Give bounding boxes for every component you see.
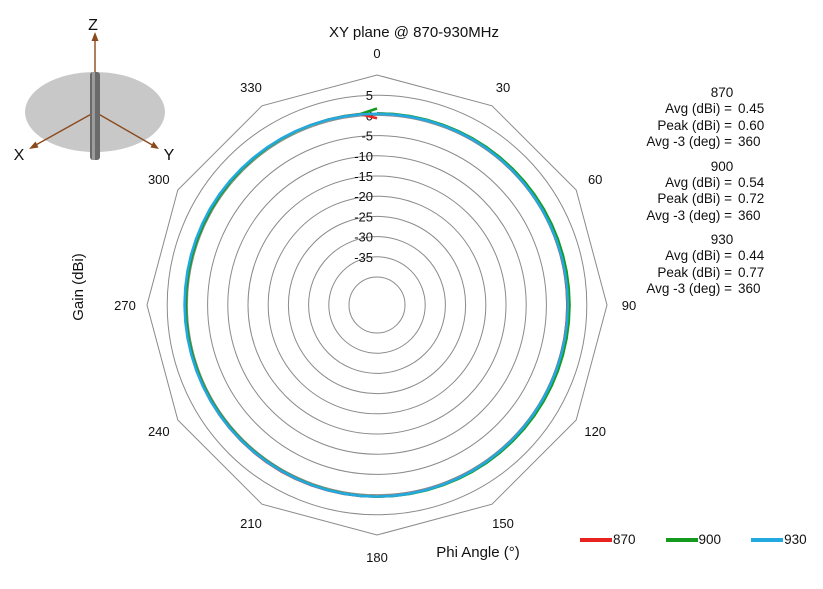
- radial-tick-label: -30: [354, 230, 373, 245]
- antenna-orientation-icon: Z X Y: [14, 17, 175, 164]
- legend-item-900: 900: [665, 532, 722, 547]
- radial-tick-label: -35: [354, 250, 373, 265]
- stat-label: Peak (dBi) =: [657, 117, 732, 133]
- stat-label: Peak (dBi) =: [657, 191, 732, 206]
- antenna-highlight: [92, 72, 95, 160]
- y-axis-title: Gain (dBi): [70, 253, 87, 321]
- stats-panel: 870 Avg (dBi) = 0.45 Peak (dBi) = 0.60 Avg…: [632, 84, 772, 305]
- angle-tick-label: 120: [584, 424, 606, 439]
- angle-tick-label: 150: [492, 516, 514, 531]
- x-axis-title: Phi Angle (°): [436, 544, 520, 561]
- stat-value: 0.60: [738, 117, 765, 133]
- angle-tick-label: 30: [496, 80, 510, 95]
- stats-row: Peak (dBi) = 0.60: [632, 118, 772, 135]
- stat-value: 0.72: [738, 191, 765, 206]
- radial-tick-label: -25: [354, 209, 373, 224]
- grid-ring: [328, 256, 426, 354]
- chart-legend: 870 900 930: [580, 532, 823, 547]
- angle-tick-label: 300: [148, 172, 170, 187]
- angle-tick-label: 270: [114, 298, 136, 313]
- stat-label: Avg (dBi) =: [665, 174, 732, 190]
- series-line-930: [183, 112, 570, 498]
- grid-ring: [308, 236, 446, 374]
- legend-label: 870: [613, 532, 636, 547]
- stat-value: 360: [738, 134, 761, 149]
- stats-row: Avg -3 (deg) = 360: [632, 134, 772, 151]
- stats-row: Avg -3 (deg) = 360: [632, 281, 772, 298]
- legend-item-930: 930: [751, 532, 807, 547]
- z-axis-arrowhead: [91, 32, 99, 41]
- x-axis-line: [33, 111, 96, 147]
- stat-value: 0.77: [738, 264, 765, 280]
- y-axis-arrowhead: [150, 141, 159, 149]
- radial-tick-label: -15: [354, 169, 373, 184]
- grid-ring: [348, 276, 406, 334]
- angle-tick-label: 330: [240, 80, 262, 95]
- angle-tick-labels: 0 30 60 90 120 150 180 210 240 270 300 330: [114, 46, 636, 565]
- legend-swatch: [665, 537, 698, 542]
- angle-tick-label: 0: [373, 46, 380, 61]
- radial-tick-label: 5: [366, 88, 373, 103]
- grid-ring: [166, 94, 588, 516]
- stats-frequency: 870: [710, 85, 734, 100]
- stat-value: 0.54: [738, 174, 765, 190]
- stats-row: Peak (dBi) = 0.77: [632, 265, 772, 282]
- angle-tick-label: 60: [588, 172, 602, 187]
- grid-ring: [287, 215, 467, 395]
- legend-item-870: 870: [580, 532, 636, 547]
- angle-tick-label: 90: [622, 298, 636, 313]
- stats-frequency: 930: [710, 232, 734, 247]
- stat-label: Avg (dBi) =: [665, 101, 732, 116]
- stat-value: 360: [738, 281, 761, 296]
- stat-label: Avg -3 (deg) =: [646, 134, 732, 149]
- stats-frequency: 900: [710, 158, 734, 174]
- stat-label: Peak (dBi) =: [657, 264, 732, 280]
- stat-label: Avg -3 (deg) =: [646, 207, 732, 223]
- radial-tick-label: -10: [354, 149, 373, 164]
- legend-label: 900: [698, 532, 722, 547]
- z-axis-label: Z: [88, 17, 98, 34]
- grid-outer-ring: [146, 74, 608, 536]
- radial-tick-label: -20: [354, 189, 373, 204]
- stat-label: Avg (dBi) =: [665, 248, 732, 263]
- stats-block-930: 930 Avg (dBi) = 0.44 Peak (dBi) = 0.77 Avg…: [632, 231, 772, 298]
- angle-tick-label: 210: [240, 516, 262, 531]
- stat-value: 0.44: [738, 248, 765, 263]
- chart-title: XY plane @ 870-930MHz: [329, 24, 499, 41]
- stat-value: 360: [738, 207, 761, 223]
- stat-label: Avg -3 (deg) =: [646, 281, 732, 296]
- stats-block-870: 870 Avg (dBi) = 0.45 Peak (dBi) = 0.60 Avg…: [632, 84, 772, 151]
- stats-block-900: 900 Avg (dBi) = 0.54 Peak (dBi) = 0.72 Avg…: [632, 158, 772, 225]
- angle-tick-label: 240: [148, 424, 170, 439]
- legend-swatch: [751, 537, 784, 542]
- x-axis-label: X: [14, 147, 25, 164]
- radial-tick-label: -5: [361, 129, 373, 144]
- grid-ring: [247, 175, 507, 435]
- grid-ring: [186, 114, 568, 496]
- stats-row: Avg (dBi) = 0.44: [632, 248, 772, 265]
- y-axis-line: [94, 111, 155, 147]
- stats-row: Peak (dBi) = 0.72: [632, 191, 772, 208]
- legend-swatch: [580, 537, 612, 542]
- grid-ring: [267, 195, 487, 415]
- angle-tick-label: 180: [366, 550, 388, 565]
- radial-tick-labels: 50-5-10-15-20-25-30-35: [354, 88, 373, 265]
- stat-value: 0.45: [738, 101, 765, 116]
- legend-label: 930: [784, 532, 807, 547]
- series-lines: [183, 107, 571, 498]
- polar-grid: [146, 74, 608, 536]
- stats-row: Avg (dBi) = 0.54: [632, 175, 772, 192]
- x-axis-arrowhead: [29, 141, 39, 149]
- stats-row: Avg -3 (deg) = 360: [632, 208, 772, 225]
- stats-row: Avg (dBi) = 0.45: [632, 101, 772, 118]
- grid-ring: [207, 135, 547, 475]
- grid-ring: [227, 155, 527, 455]
- y-axis-label: Y: [164, 147, 175, 164]
